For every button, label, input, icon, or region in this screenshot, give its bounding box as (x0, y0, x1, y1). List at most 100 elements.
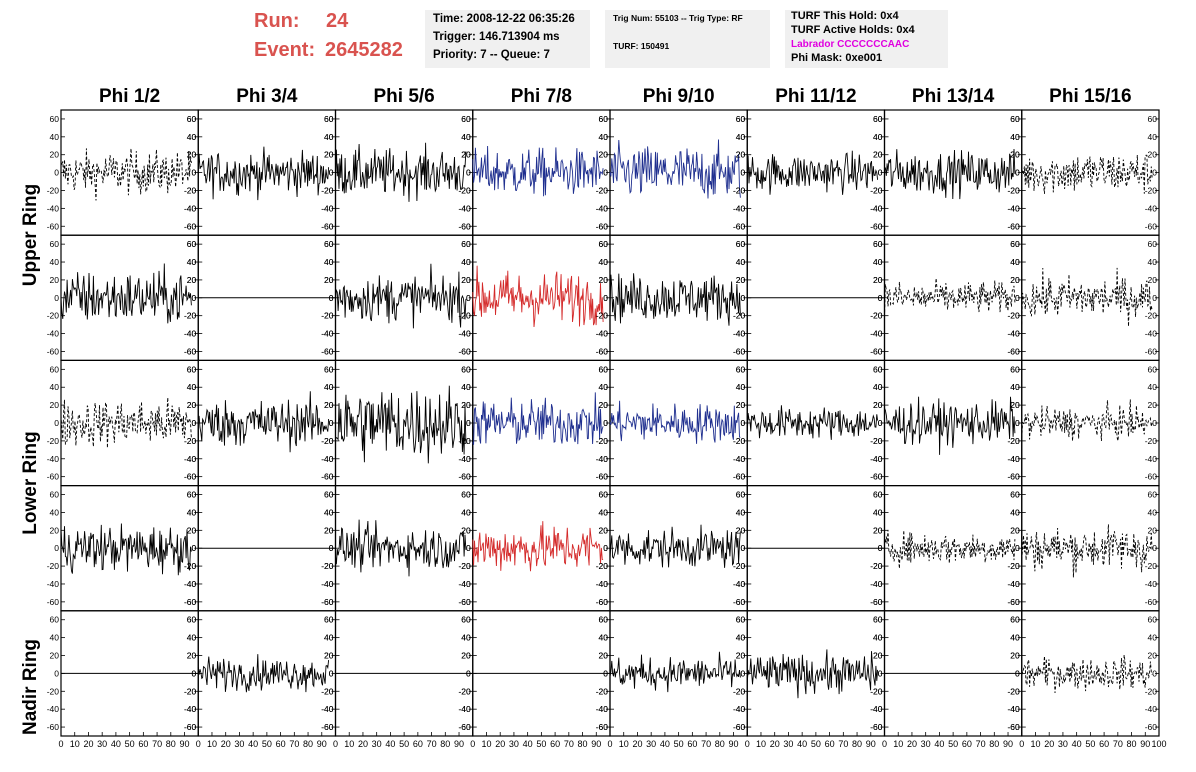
y-tick-label: -40 (1145, 579, 1158, 589)
y-tick-label: -60 (733, 472, 746, 482)
y-tick-label: -20 (596, 686, 609, 696)
y-tick-label: -40 (458, 203, 471, 213)
y-tick-label: -60 (733, 472, 746, 482)
y-tick-label: -40 (1007, 329, 1020, 339)
y-tick-label: 60 (736, 490, 746, 500)
y-tick-label: 20 (461, 275, 471, 285)
y-tick-label: -60 (596, 221, 609, 231)
y-tick-label: 20 (873, 400, 883, 410)
y-tick-label: -40 (733, 579, 746, 589)
y-tick-label: -60 (1007, 597, 1020, 607)
y-tick-label: 40 (1010, 132, 1020, 142)
y-tick-label: 0 (329, 418, 334, 428)
y-tick-label: 40 (1010, 507, 1020, 517)
y-tick-label: 20 (50, 400, 60, 410)
y-tick-label: 60 (1010, 490, 1020, 500)
y-tick-label: 40 (461, 257, 471, 267)
y-tick-label: 0 (1015, 293, 1020, 303)
waveform-trace (472, 521, 604, 572)
y-tick-label: 20 (736, 150, 746, 160)
y-tick-label: 60 (187, 239, 197, 249)
y-tick-label: -20 (321, 185, 334, 195)
y-tick-label: -60 (870, 221, 883, 231)
y-tick-label: 60 (1148, 114, 1158, 124)
y-tick-label: 40 (1148, 382, 1158, 392)
y-tick-label: 20 (324, 651, 334, 661)
x-tick-label: 10 (70, 739, 80, 749)
y-tick-label: 60 (324, 490, 334, 500)
y-tick-label: -40 (184, 704, 197, 714)
x-tick-label: 30 (372, 739, 382, 749)
y-tick-label: -60 (184, 472, 197, 482)
y-tick-label: 40 (736, 507, 746, 517)
waveform-trace (335, 142, 467, 202)
x-tick-label: 60 (825, 739, 835, 749)
y-tick-label: -20 (596, 436, 609, 446)
x-tick-label: 80 (989, 739, 999, 749)
y-tick-label: -60 (596, 221, 609, 231)
y-tick-label: -20 (1007, 686, 1020, 696)
y-tick-label: 60 (1010, 114, 1020, 124)
y-tick-label: 60 (599, 364, 609, 374)
column-title: Phi 5/6 (373, 86, 435, 107)
y-tick-label: 20 (461, 651, 471, 661)
y-tick-label: -40 (733, 454, 746, 464)
y-tick-label: 60 (599, 239, 609, 249)
y-tick-label: -20 (458, 686, 471, 696)
x-tick-label: 50 (811, 739, 821, 749)
event-label: Event: (254, 39, 316, 61)
y-tick-label: -20 (184, 561, 197, 571)
y-tick-label: -20 (47, 311, 60, 321)
y-tick-label: 0 (192, 418, 197, 428)
y-tick-label: 20 (1148, 525, 1158, 535)
y-tick-label: -60 (1007, 722, 1020, 732)
turf-hold-text: TURF This Hold: 0x4 (791, 10, 899, 22)
x-tick-label: 0 (745, 739, 750, 749)
y-tick-label: 20 (187, 400, 197, 410)
y-tick-label: -60 (184, 722, 197, 732)
y-tick-label: 40 (461, 132, 471, 142)
y-tick-label: -40 (184, 579, 197, 589)
y-tick-label: 0 (329, 168, 334, 178)
y-tick-label: -20 (1007, 561, 1020, 571)
y-tick-label: 60 (736, 114, 746, 124)
x-tick-label: 0 (196, 739, 201, 749)
y-tick-label: 40 (599, 507, 609, 517)
y-tick-label: -40 (596, 704, 609, 714)
y-tick-label: 40 (1010, 257, 1020, 267)
x-tick-label: 50 (536, 739, 546, 749)
y-tick-label: 20 (187, 525, 197, 535)
y-tick-label: 60 (1010, 615, 1020, 625)
y-tick-label: 40 (187, 132, 197, 142)
y-tick-label: -60 (184, 597, 197, 607)
y-tick-label: 40 (187, 507, 197, 517)
y-tick-label: -60 (458, 472, 471, 482)
y-tick-label: 60 (1148, 364, 1158, 374)
waveform-trace (197, 391, 330, 453)
y-tick-label: 60 (1148, 490, 1158, 500)
y-tick-label: 20 (461, 651, 471, 661)
y-tick-label: 0 (54, 543, 59, 553)
y-tick-label: 20 (1148, 275, 1158, 285)
y-tick-label: 60 (736, 239, 746, 249)
y-tick-label: -40 (321, 454, 334, 464)
y-tick-label: 60 (50, 490, 60, 500)
y-tick-label: 60 (599, 364, 609, 374)
y-tick-label: 0 (603, 543, 608, 553)
y-tick-label: 60 (461, 114, 471, 124)
y-tick-label: -60 (596, 597, 609, 607)
y-tick-label: -20 (458, 185, 471, 195)
y-tick-label: -20 (733, 311, 746, 321)
y-tick-label: 20 (187, 525, 197, 535)
y-tick-label: 40 (873, 633, 883, 643)
y-tick-label: -20 (596, 436, 609, 446)
y-tick-label: 60 (736, 364, 746, 374)
y-tick-label: 0 (1015, 418, 1020, 428)
y-tick-label: 60 (461, 364, 471, 374)
y-tick-label: 60 (50, 239, 60, 249)
x-tick-label: 50 (125, 739, 135, 749)
y-tick-label: -60 (184, 221, 197, 231)
time-text: Time: 2008-12-22 06:35:26 (433, 13, 575, 25)
y-tick-label: 60 (461, 239, 471, 249)
x-tick-label: 10 (481, 739, 491, 749)
